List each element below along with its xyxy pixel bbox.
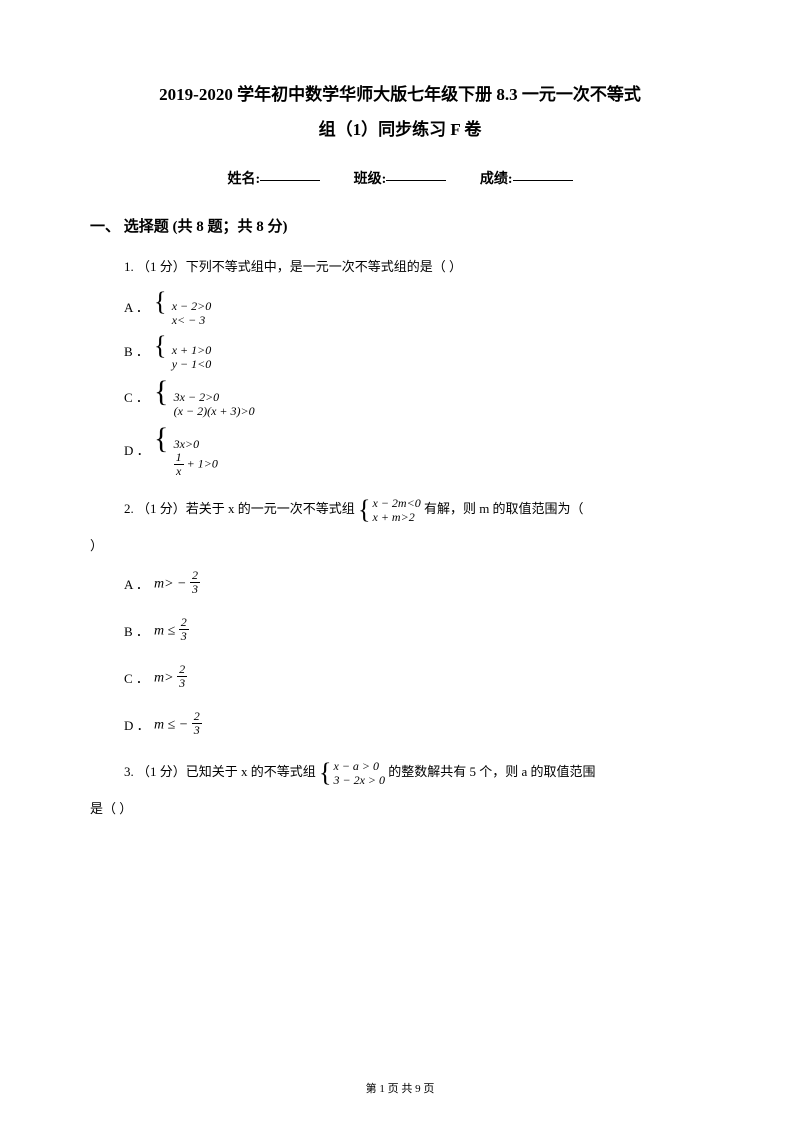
- math-line: 1 x + 1>0: [174, 451, 218, 478]
- option-letter: D ．: [124, 714, 154, 737]
- math-line: x − 2m<0: [373, 496, 421, 510]
- q1-option-d: D ． { 3x>0 1 x + 1>0: [124, 424, 710, 478]
- q3-stem: 3. （1 分）已知关于 x 的不等式组 { x − a > 0 3 − 2x …: [124, 759, 710, 787]
- q2-option-b: B ． m ≤ 23: [124, 618, 710, 645]
- math-line: 3x>0: [174, 437, 218, 451]
- title-line2: 组（1）同步练习 F 卷: [90, 115, 710, 146]
- math-line: x + m>2: [373, 510, 421, 524]
- q2-option-c: C ． m> 23: [124, 665, 710, 692]
- option-letter: C ．: [124, 386, 154, 409]
- name-label: 姓名:: [227, 167, 260, 192]
- option-letter: A ．: [124, 296, 154, 319]
- q1-stem: 1. （1 分）下列不等式组中，是一元一次不等式组的是（ ）: [124, 255, 710, 278]
- q2-option-a: A ． m> − 23: [124, 571, 710, 598]
- brace-icon: {: [358, 497, 370, 523]
- class-blank[interactable]: [386, 180, 446, 181]
- q2-stem-b: 有解，则 m 的取值范围为（: [424, 501, 584, 516]
- q2-option-d: D ． m ≤ − 23: [124, 712, 710, 739]
- title-line1: 2019-2020 学年初中数学华师大版七年级下册 8.3 一元一次不等式: [90, 80, 710, 111]
- brace-icon: {: [319, 760, 331, 786]
- q2-stem: 2. （1 分）若关于 x 的一元一次不等式组 { x − 2m<0 x + m…: [124, 496, 710, 524]
- math-line: y − 1<0: [172, 357, 212, 371]
- q1-option-c: C ． { 3x − 2>0 (x − 2)(x + 3)>0: [124, 377, 710, 418]
- option-letter: C ．: [124, 667, 154, 690]
- brace-icon: {: [154, 422, 168, 455]
- name-blank[interactable]: [260, 180, 320, 181]
- option-letter: B ．: [124, 620, 154, 643]
- math-line: x − a > 0: [334, 759, 386, 773]
- q1-option-b: B ． { x + 1>0 y − 1<0: [124, 333, 710, 371]
- math-line: x + 1>0: [172, 343, 212, 357]
- q1-option-a: A ． { x − 2>0 x< − 3: [124, 289, 710, 327]
- math-line: x − 2>0: [172, 299, 212, 313]
- page-footer: 第 1 页 共 9 页: [0, 1080, 800, 1096]
- q2-stem-c: ）: [90, 534, 710, 557]
- math-line: x< − 3: [172, 313, 212, 327]
- class-label: 班级:: [354, 167, 387, 192]
- brace-icon: {: [154, 287, 166, 316]
- option-letter: A ．: [124, 573, 154, 596]
- score-blank[interactable]: [513, 180, 573, 181]
- q3-stem-c: 是（ ）: [90, 797, 710, 820]
- q3-stem-a: 3. （1 分）已知关于 x 的不等式组: [124, 764, 319, 779]
- score-label: 成绩:: [480, 167, 513, 192]
- math-line: 3x − 2>0: [174, 390, 255, 404]
- option-letter: B ．: [124, 340, 154, 363]
- math-line: (x − 2)(x + 3)>0: [174, 404, 255, 418]
- math-line: 3 − 2x > 0: [334, 773, 386, 787]
- section-heading: 一、 选择题 (共 8 题；共 8 分): [90, 214, 710, 241]
- option-letter: D ．: [124, 439, 154, 462]
- brace-icon: {: [154, 331, 166, 360]
- q2-stem-a: 2. （1 分）若关于 x 的一元一次不等式组: [124, 501, 358, 516]
- brace-icon: {: [154, 375, 168, 408]
- info-row: 姓名: 班级: 成绩:: [90, 167, 710, 192]
- q3-stem-b: 的整数解共有 5 个，则 a 的取值范围: [388, 764, 595, 779]
